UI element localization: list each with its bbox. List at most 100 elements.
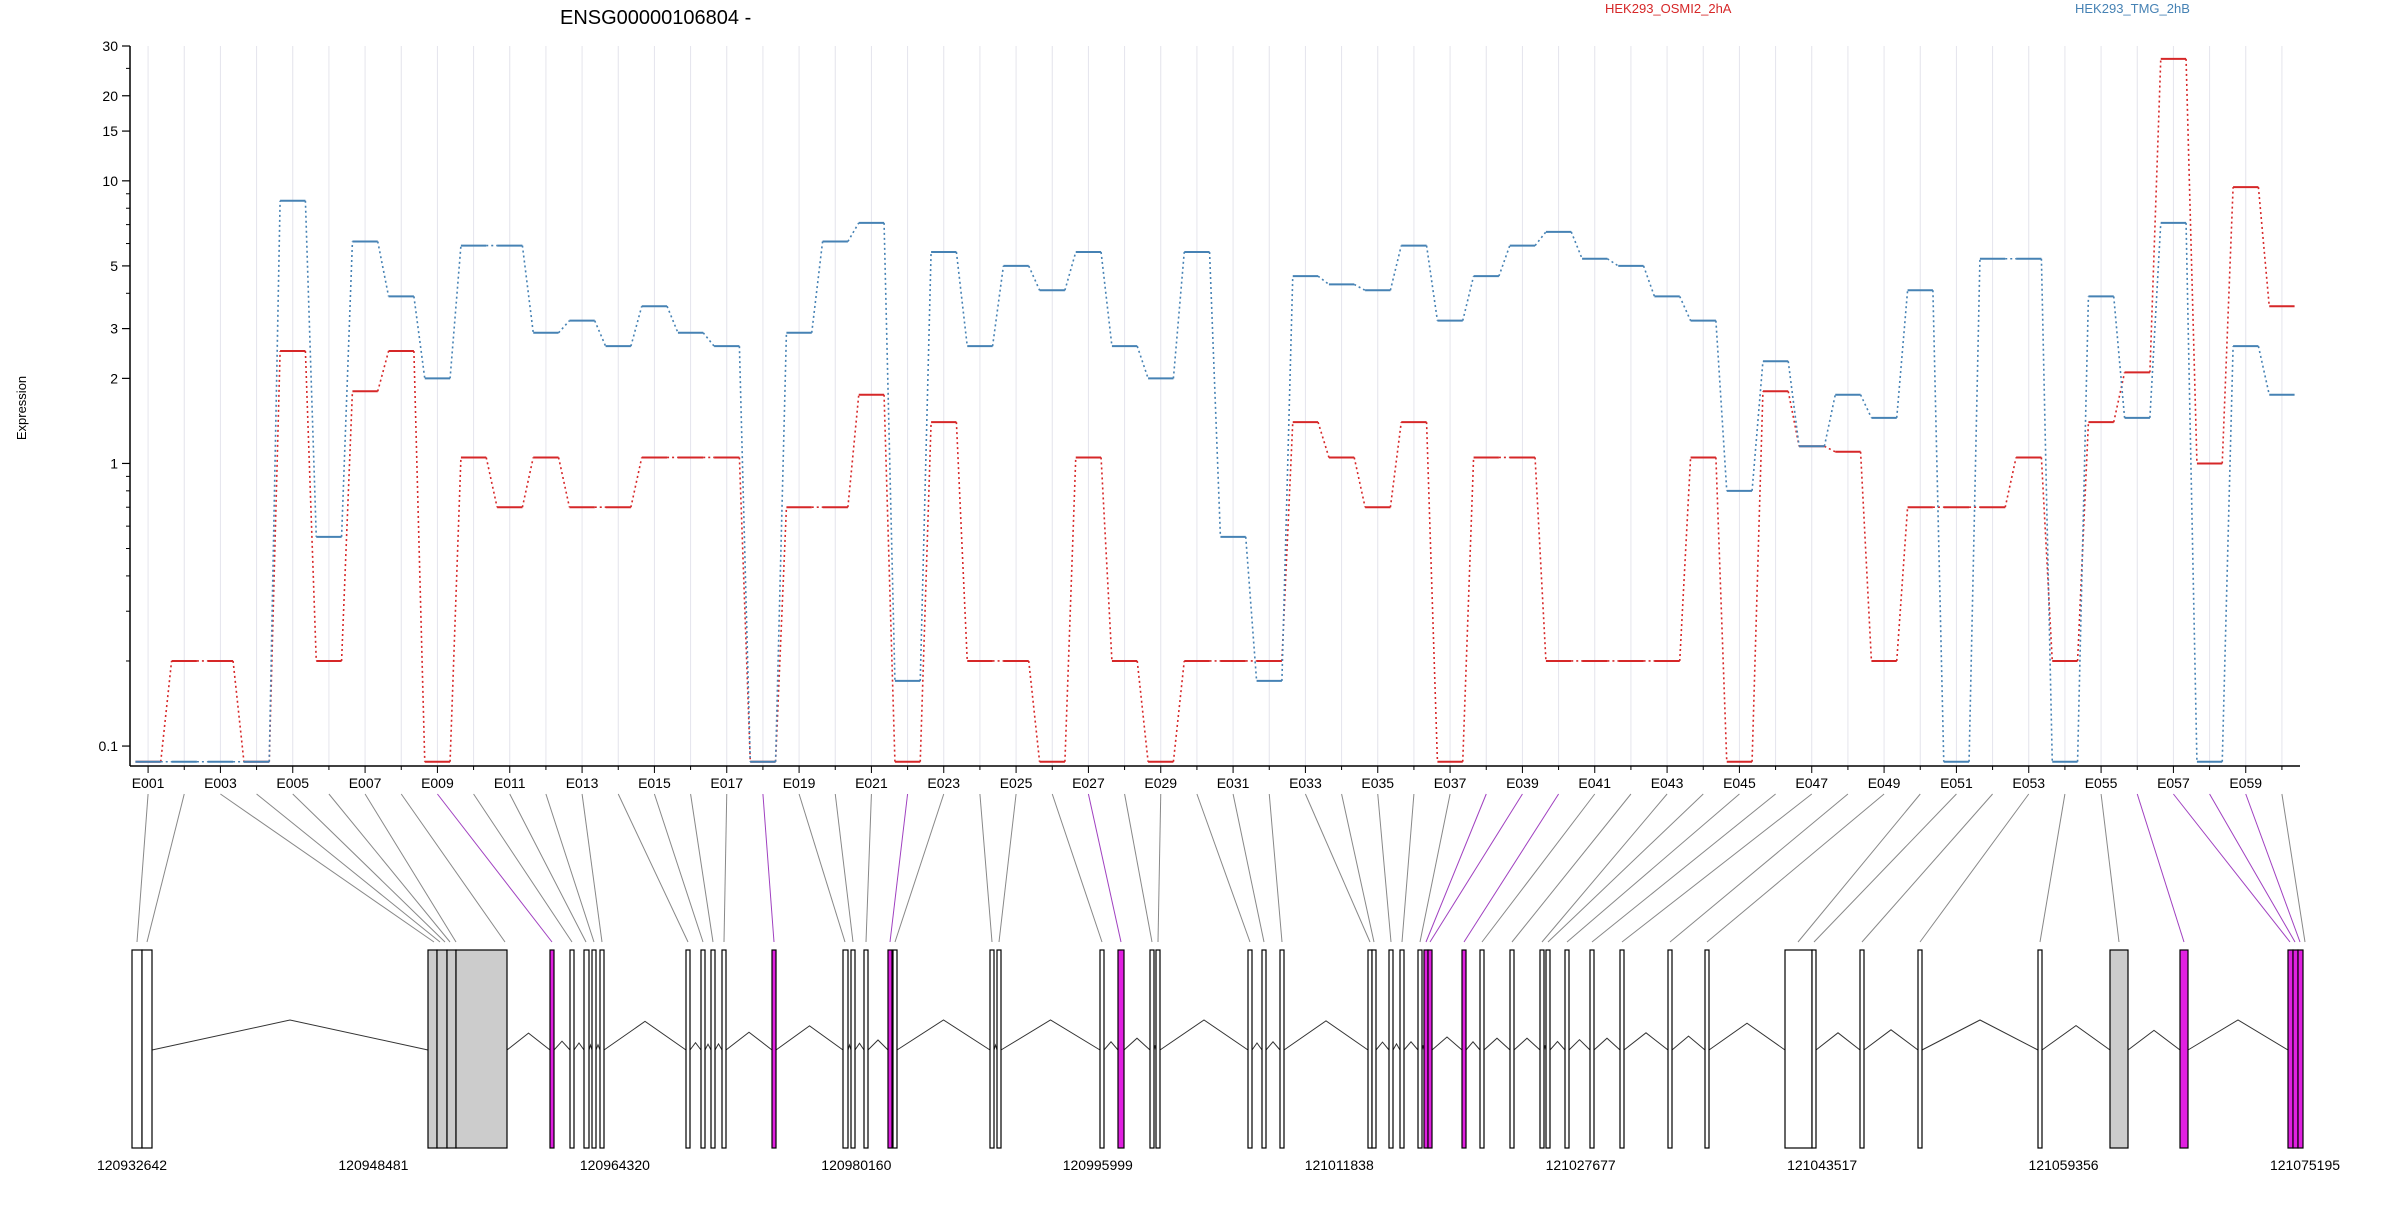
expression-connector [2257, 345, 2271, 395]
expression-connector [1461, 457, 1475, 762]
exon-box [771, 949, 777, 1149]
expression-connector [1751, 361, 1764, 491]
intron-line [689, 1041, 702, 1051]
genomic-coordinate-label: 121075195 [2270, 1157, 2340, 1173]
expression-connector [1425, 422, 1439, 762]
y-tick-label: 5 [110, 258, 118, 274]
expression-connector [1895, 290, 1909, 418]
expression-connector [919, 422, 932, 762]
exon-connector [146, 793, 185, 943]
exon-connector [1304, 793, 1371, 943]
y-tick-label: 0.1 [99, 738, 119, 754]
intron-line [1265, 1041, 1281, 1051]
exon-connector [581, 793, 603, 943]
exon-connector [1124, 793, 1153, 943]
exon-connector [1425, 793, 1487, 943]
exon-box [842, 949, 849, 1149]
expression-connector [2149, 222, 2162, 418]
intron-line [867, 1039, 889, 1051]
expression-connector [630, 457, 643, 508]
expression-connector [1787, 361, 1800, 447]
expression-connector [919, 251, 932, 681]
x-tick-label: E013 [566, 775, 599, 791]
exon-connector [1377, 793, 1392, 943]
expression-connector [557, 457, 571, 508]
exon-connector [2100, 793, 2120, 943]
intron-line [1921, 1019, 2039, 1051]
x-tick-label: E057 [2157, 775, 2190, 791]
expression-connector [738, 457, 752, 762]
exon-connector [979, 793, 993, 943]
exon-connector [1429, 793, 1523, 943]
exon-box [1247, 949, 1253, 1149]
exon-connector [1157, 793, 1162, 943]
exon-connector [437, 793, 553, 943]
x-tick-label: E033 [1289, 775, 1322, 791]
genomic-coordinate-label: 120980160 [821, 1157, 891, 1173]
expression-connector [1859, 451, 1873, 662]
exon-connector [1541, 793, 1668, 943]
exon-box [1704, 949, 1710, 1149]
vertical-grid [147, 46, 2283, 766]
exon-connector [723, 793, 728, 943]
x-tick-label: E041 [1578, 775, 1611, 791]
genomic-coordinate-label: 120964320 [580, 1157, 650, 1173]
y-tick-label: 2 [110, 370, 118, 386]
x-tick-label: E045 [1723, 775, 1756, 791]
expression-connector [1172, 660, 1186, 762]
exon-connector [1591, 793, 1776, 943]
exon-connector [1797, 793, 1921, 943]
x-tick-label: E055 [2085, 775, 2118, 791]
intron-line [151, 1019, 429, 1051]
intron-line [704, 1043, 712, 1051]
exon-box [2297, 949, 2304, 1149]
intron-line [1465, 1041, 1481, 1051]
series-osmi2 [135, 57, 2295, 763]
expression-connector [1064, 457, 1077, 762]
intron-line [2041, 1024, 2111, 1051]
expression-connector [2185, 58, 2198, 464]
expression-connector [1389, 245, 1403, 291]
intron-line [1283, 1020, 1369, 1051]
intron-line [1103, 1041, 1119, 1051]
exon-box [892, 949, 898, 1149]
y-tick-label: 30 [102, 38, 118, 54]
exon-connector [865, 793, 872, 943]
intron-line [1623, 1032, 1669, 1051]
x-tick-label: E043 [1651, 775, 1684, 791]
intron-line [1000, 1019, 1101, 1051]
expression-connector [1461, 275, 1475, 321]
exon-connector [2039, 793, 2066, 943]
exon-connector [834, 793, 854, 943]
exon-connector [364, 793, 457, 943]
expression-connector [304, 350, 318, 662]
exon-box [1667, 949, 1673, 1149]
expression-connector [1100, 457, 1113, 662]
expression-connector [268, 350, 281, 762]
expression-connector [1064, 251, 1077, 291]
exon-box [2292, 949, 2299, 1149]
exon-box [1117, 949, 1125, 1149]
y-tick-label: 3 [110, 321, 118, 337]
exon-connector [400, 793, 506, 943]
exon-connector [292, 793, 446, 943]
exon-connector [2136, 793, 2185, 943]
expression-connector [376, 241, 390, 297]
exon-box [446, 949, 457, 1149]
intron-line [1483, 1037, 1511, 1051]
exon-box [599, 949, 605, 1149]
exon-box [1539, 949, 1545, 1149]
genomic-coordinate-label: 120932642 [97, 1157, 167, 1173]
exon-box [1784, 949, 1813, 1149]
expression-connector [521, 457, 535, 508]
intron-line [2187, 1019, 2289, 1051]
expression-connector [159, 660, 173, 762]
expression-connector [1317, 421, 1330, 458]
expression-connector [955, 422, 969, 662]
intron-line [1863, 1029, 1919, 1051]
y-tick-label: 1 [110, 455, 118, 471]
x-tick-label: E029 [1144, 775, 1177, 791]
exon-connector [2209, 793, 2296, 943]
exon-connector [690, 793, 714, 943]
